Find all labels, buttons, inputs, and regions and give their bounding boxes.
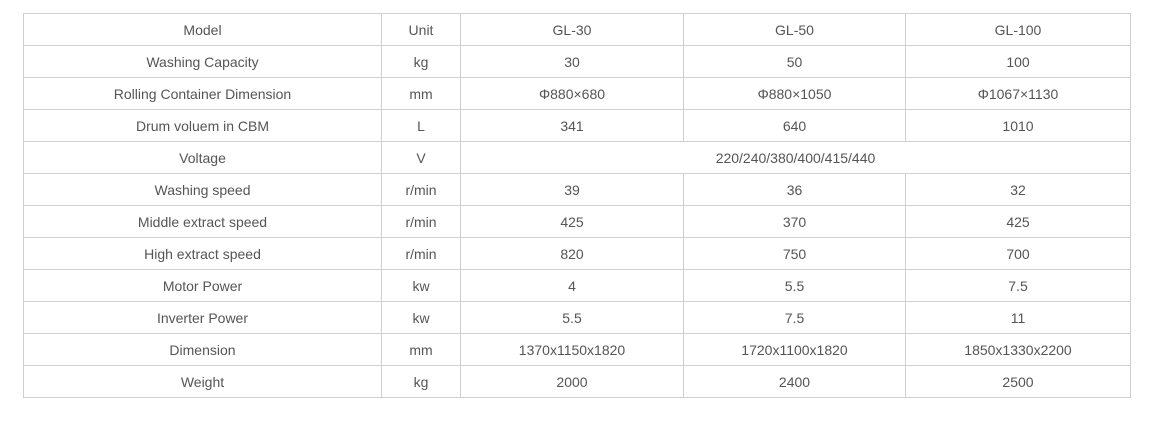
voltage-shared-cell: 220/240/380/400/415/440 — [460, 141, 1131, 174]
param-cell: Inverter Power — [23, 301, 382, 334]
param-cell: Motor Power — [23, 269, 382, 302]
table-row: Voltage V 220/240/380/400/415/440 — [23, 141, 1131, 174]
header-model-gl30: GL-30 — [460, 13, 684, 46]
table-row: Dimension mm 1370x1150x1820 1720x1100x18… — [23, 333, 1131, 366]
value-cell: 1010 — [905, 109, 1131, 142]
table-row: Middle extract speed r/min 425 370 425 — [23, 205, 1131, 238]
unit-cell: kw — [381, 301, 461, 334]
param-cell: Voltage — [23, 141, 382, 174]
param-cell: Drum voluem in CBM — [23, 109, 382, 142]
param-cell: Dimension — [23, 333, 382, 366]
value-cell: 50 — [683, 45, 906, 78]
param-cell: Washing speed — [23, 173, 382, 206]
header-model-gl100: GL-100 — [905, 13, 1131, 46]
value-cell: Φ880×1050 — [683, 77, 906, 110]
unit-cell: kw — [381, 269, 461, 302]
value-cell: 425 — [460, 205, 684, 238]
unit-cell: V — [381, 141, 461, 174]
header-unit-cell: Unit — [381, 13, 461, 46]
value-cell: 820 — [460, 237, 684, 270]
table-header-row: Model Unit GL-30 GL-50 GL-100 — [23, 13, 1131, 46]
spec-table: Model Unit GL-30 GL-50 GL-100 Washing Ca… — [23, 13, 1131, 398]
value-cell: 100 — [905, 45, 1131, 78]
value-cell: Φ1067×1130 — [905, 77, 1131, 110]
value-cell: 39 — [460, 173, 684, 206]
unit-cell: r/min — [381, 237, 461, 270]
value-cell: 2400 — [683, 365, 906, 398]
value-cell: 1370x1150x1820 — [460, 333, 684, 366]
value-cell: 7.5 — [905, 269, 1131, 302]
header-model-cell: Model — [23, 13, 382, 46]
table-row: Motor Power kw 4 5.5 7.5 — [23, 269, 1131, 302]
value-cell: 1850x1330x2200 — [905, 333, 1131, 366]
unit-cell: mm — [381, 333, 461, 366]
value-cell: 30 — [460, 45, 684, 78]
value-cell: 4 — [460, 269, 684, 302]
param-cell: Rolling Container Dimension — [23, 77, 382, 110]
value-cell: 640 — [683, 109, 906, 142]
value-cell: 700 — [905, 237, 1131, 270]
value-cell: 7.5 — [683, 301, 906, 334]
value-cell: 5.5 — [683, 269, 906, 302]
param-cell: Washing Capacity — [23, 45, 382, 78]
param-cell: High extract speed — [23, 237, 382, 270]
unit-cell: kg — [381, 45, 461, 78]
value-cell: 1720x1100x1820 — [683, 333, 906, 366]
unit-cell: r/min — [381, 173, 461, 206]
unit-cell: kg — [381, 365, 461, 398]
value-cell: 5.5 — [460, 301, 684, 334]
table-row: Washing speed r/min 39 36 32 — [23, 173, 1131, 206]
header-model-gl50: GL-50 — [683, 13, 906, 46]
value-cell: 2500 — [905, 365, 1131, 398]
param-cell: Weight — [23, 365, 382, 398]
param-cell: Middle extract speed — [23, 205, 382, 238]
table-row: Inverter Power kw 5.5 7.5 11 — [23, 301, 1131, 334]
value-cell: 341 — [460, 109, 684, 142]
value-cell: 11 — [905, 301, 1131, 334]
value-cell: Φ880×680 — [460, 77, 684, 110]
table-row: High extract speed r/min 820 750 700 — [23, 237, 1131, 270]
value-cell: 370 — [683, 205, 906, 238]
unit-cell: mm — [381, 77, 461, 110]
table-row: Drum voluem in CBM L 341 640 1010 — [23, 109, 1131, 142]
unit-cell: r/min — [381, 205, 461, 238]
value-cell: 36 — [683, 173, 906, 206]
value-cell: 32 — [905, 173, 1131, 206]
table-row: Washing Capacity kg 30 50 100 — [23, 45, 1131, 78]
value-cell: 2000 — [460, 365, 684, 398]
value-cell: 425 — [905, 205, 1131, 238]
value-cell: 750 — [683, 237, 906, 270]
table-row: Weight kg 2000 2400 2500 — [23, 365, 1131, 398]
unit-cell: L — [381, 109, 461, 142]
table-row: Rolling Container Dimension mm Φ880×680 … — [23, 77, 1131, 110]
